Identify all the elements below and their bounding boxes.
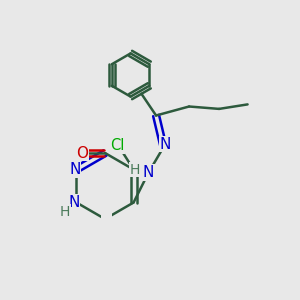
- Text: N: N: [69, 162, 81, 177]
- Text: N: N: [159, 136, 171, 152]
- Text: H: H: [60, 205, 70, 219]
- Text: O: O: [76, 146, 88, 160]
- Text: Cl: Cl: [110, 138, 124, 153]
- Text: N: N: [68, 195, 80, 210]
- Text: N: N: [143, 165, 154, 180]
- Text: H: H: [130, 163, 140, 176]
